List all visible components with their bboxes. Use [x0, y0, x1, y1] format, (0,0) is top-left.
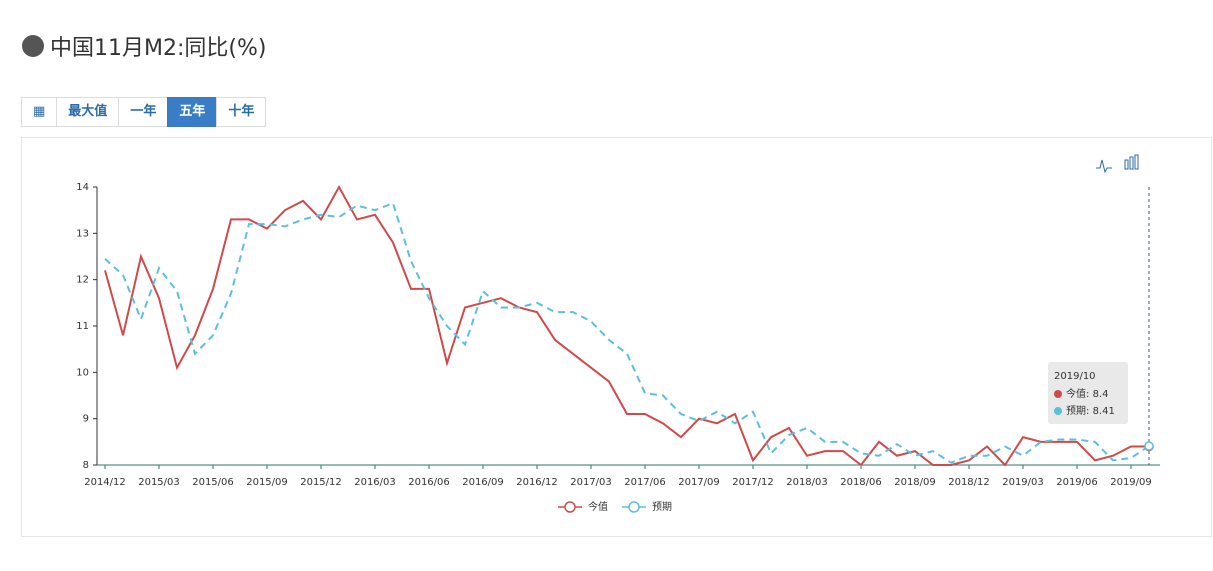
y-tick-label: 10: [76, 367, 89, 378]
toolbar: ▦ 最大值 一年 五年 十年: [21, 97, 267, 127]
y-tick-label: 14: [76, 182, 89, 193]
x-tick-label: 2019/03: [1002, 477, 1044, 488]
x-tick-label: 2019/09: [1110, 477, 1152, 488]
x-tick-label: 2017/03: [570, 477, 612, 488]
tooltip-row: 今值: 8.4: [1066, 387, 1108, 400]
hover-point: [1144, 441, 1154, 451]
tooltip-dot: [1054, 407, 1062, 415]
tooltip-sep: :: [1086, 389, 1093, 400]
x-tick-label: 2019/06: [1056, 477, 1098, 488]
tooltip-sep: :: [1086, 406, 1093, 417]
x-tick-label: 2017/12: [732, 477, 774, 488]
x-tick-label: 2018/09: [894, 477, 936, 488]
tooltip-dot: [1054, 390, 1062, 398]
y-tick-label: 13: [76, 228, 89, 239]
page-title: 中国11月M2:同比(%): [50, 36, 267, 61]
range-button[interactable]: 十年: [216, 97, 267, 127]
x-tick-label: 2015/03: [138, 477, 180, 488]
series-line: [104, 184, 1149, 467]
x-tick-label: 2016/06: [408, 477, 450, 488]
x-tick-label: 2018/12: [948, 477, 990, 488]
header: 中国11月M2:同比(%): [22, 30, 266, 62]
x-tick-label: 2018/06: [840, 477, 882, 488]
y-tick-label: 9: [83, 414, 89, 425]
range-button[interactable]: 五年: [167, 97, 218, 127]
tooltip: [1048, 362, 1128, 424]
legend-label: 预期: [652, 501, 672, 513]
legend-label: 今值: [588, 500, 608, 513]
x-tick-label: 2015/12: [300, 477, 342, 488]
legend-marker: [628, 501, 640, 513]
x-tick-label: 2016/12: [516, 477, 558, 488]
x-tick-label: 2015/06: [192, 477, 234, 488]
y-tick-label: 8: [83, 460, 89, 471]
icon: [22, 35, 44, 57]
tooltip-name: 预期: [1066, 405, 1086, 417]
legend-marker: [564, 501, 576, 513]
tooltip-row: 预期: 8.41: [1066, 405, 1115, 417]
x-tick-label: 2016/03: [354, 477, 396, 488]
tooltip-value: 8.41: [1093, 406, 1115, 417]
x-tick-label: 2014/12: [84, 477, 126, 488]
tooltip-name: 今值: [1066, 387, 1086, 400]
chart-box: [21, 137, 1212, 537]
y-tick-label: 11: [76, 321, 89, 332]
x-tick-label: 2015/09: [246, 477, 288, 488]
tooltip-title: 2019/10: [1054, 371, 1096, 382]
x-tick-label: 2017/09: [678, 477, 720, 488]
series-line: [104, 201, 1150, 464]
x-tick-label: 2017/06: [624, 477, 666, 488]
x-tick-label: 2016/09: [462, 477, 504, 488]
x-tick-label: 2018/03: [786, 477, 828, 488]
tooltip-value: 8.4: [1093, 389, 1109, 400]
y-tick-label: 12: [76, 275, 89, 286]
tool-icons[interactable]: [1096, 154, 1139, 174]
